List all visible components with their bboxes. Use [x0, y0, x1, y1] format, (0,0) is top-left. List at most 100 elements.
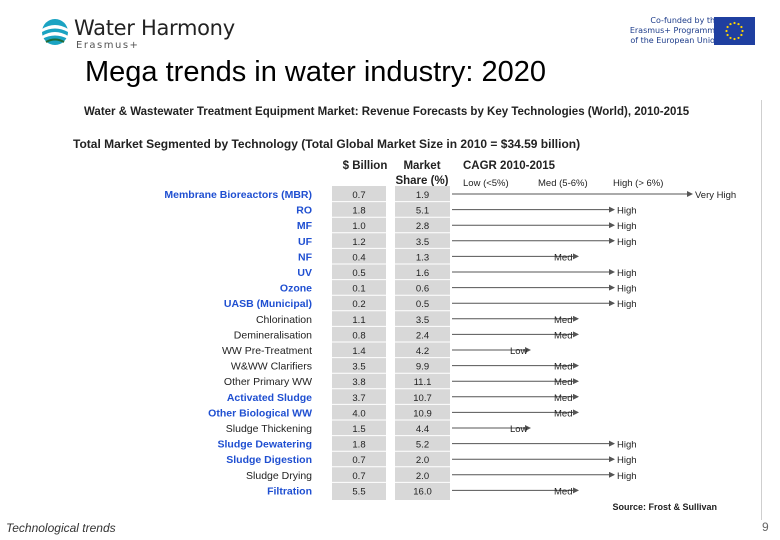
technology-label: RO	[296, 205, 312, 217]
billion-value: 1.8	[352, 206, 365, 217]
cagr-label: High	[617, 221, 637, 232]
cagr-label: Med	[554, 315, 572, 326]
cagr-label: High	[617, 268, 637, 279]
billion-value: 0.2	[352, 299, 365, 310]
eu-star-icon	[726, 25, 729, 29]
technology-label: UASB (Municipal)	[224, 298, 312, 310]
share-value: 1.9	[416, 190, 429, 201]
share-value: 2.8	[416, 221, 429, 232]
cagr-label: Med	[554, 330, 572, 341]
billion-value: 0.5	[352, 268, 365, 279]
technology-label: W&WW Clarifiers	[231, 361, 312, 373]
billion-value: 0.1	[352, 284, 365, 295]
chart-title: Water & Wastewater Treatment Equipment M…	[84, 106, 690, 118]
share-value: 2.4	[416, 330, 429, 341]
share-column-background	[395, 186, 450, 500]
technology-label: UV	[297, 267, 312, 279]
eu-star-icon	[733, 21, 736, 25]
billion-value: 0.7	[352, 455, 365, 466]
billion-value: 3.7	[352, 393, 365, 404]
logo-title: Water Harmony	[74, 16, 235, 40]
billion-value: 5.5	[352, 486, 365, 497]
share-value: 3.5	[416, 315, 429, 326]
cagr-scale-label: Med (5-6%)	[538, 178, 588, 189]
column-header-share-line-2: Share (%)	[395, 175, 448, 187]
cagr-label: Low	[510, 346, 528, 357]
technology-label: NF	[298, 251, 313, 263]
column-header-share-line-1: Market	[403, 160, 440, 172]
eu-star-icon	[737, 36, 740, 40]
billion-value: 1.5	[352, 424, 365, 435]
eu-star-icon	[725, 29, 728, 33]
eu-star-icon	[729, 36, 732, 40]
eu-star-icon	[729, 22, 732, 26]
column-header-cagr: CAGR 2010-2015	[463, 160, 556, 172]
cagr-label: High	[617, 440, 637, 451]
technology-label: MF	[297, 220, 313, 232]
cagr-label: Med	[554, 252, 572, 263]
billion-value: 4.0	[352, 408, 365, 419]
billion-value: 3.8	[352, 377, 365, 388]
eu-star-icon	[741, 29, 744, 33]
share-value: 4.2	[416, 346, 429, 357]
billion-value: 1.1	[352, 315, 365, 326]
column-header-billion: $ Billion	[343, 160, 388, 172]
share-value: 5.2	[416, 440, 429, 451]
cagr-label: Med	[554, 362, 572, 373]
page-number: 9	[762, 520, 769, 534]
share-value: 10.7	[413, 393, 432, 404]
share-value: 1.6	[416, 268, 429, 279]
billion-column-background	[332, 186, 386, 500]
cagr-label: High	[617, 455, 637, 466]
billion-value: 0.4	[352, 252, 365, 263]
technology-label: Sludge Digestion	[226, 454, 312, 466]
chart-subtitle: Total Market Segmented by Technology (To…	[73, 137, 580, 151]
cagr-label: Med	[554, 377, 572, 388]
cagr-label: High	[617, 206, 637, 217]
share-value: 4.4	[416, 424, 429, 435]
share-value: 2.0	[416, 471, 429, 482]
cagr-label: Med	[554, 486, 572, 497]
technology-label: Membrane Bioreactors (MBR)	[164, 189, 312, 201]
eu-star-icon	[740, 33, 743, 37]
slide-divider-line	[761, 100, 762, 520]
billion-value: 3.5	[352, 362, 365, 373]
cofunded-line-3: of the European Union	[630, 36, 720, 45]
share-value: 11.1	[414, 377, 432, 388]
billion-value: 1.8	[352, 440, 365, 451]
technology-label: Sludge Dewatering	[217, 439, 312, 451]
cagr-label: High	[617, 471, 637, 482]
cofunded-line-1: Co-funded by the	[650, 16, 720, 25]
share-value: 0.5	[416, 299, 429, 310]
cagr-scale-label: High (> 6%)	[613, 178, 663, 189]
billion-value: 1.0	[352, 221, 365, 232]
cofunded-text: Co-funded by the Erasmus+ Programme of t…	[612, 16, 720, 46]
billion-value: 0.7	[352, 471, 365, 482]
technology-label: Activated Sludge	[227, 392, 312, 404]
technology-label: Filtration	[267, 485, 312, 497]
slide-title: Mega trends in water industry: 2020	[85, 56, 547, 88]
eu-flag-icon	[714, 17, 755, 45]
share-value: 5.1	[416, 206, 429, 217]
footer-section-label: Technological trends	[6, 521, 116, 535]
eu-star-icon	[737, 22, 740, 26]
technology-label: Chlorination	[256, 314, 312, 326]
technology-label: Other Primary WW	[224, 376, 312, 388]
source-note: Source: Frost & Sullivan	[612, 502, 717, 512]
share-value: 16.0	[413, 486, 432, 497]
cagr-label: High	[617, 237, 637, 248]
logo-subtitle: Erasmus+	[76, 40, 140, 51]
technology-label: Demineralisation	[234, 329, 312, 341]
eu-star-icon	[740, 25, 743, 29]
technology-label: UF	[298, 236, 313, 248]
technology-label: WW Pre-Treatment	[222, 345, 312, 357]
billion-value: 1.4	[352, 346, 365, 357]
cagr-label: Med	[554, 408, 572, 419]
billion-value: 1.2	[352, 237, 365, 248]
billion-value: 0.7	[352, 190, 365, 201]
share-value: 2.0	[416, 455, 429, 466]
technology-label: Sludge Drying	[246, 470, 312, 482]
cagr-scale-label: Low (<5%)	[463, 178, 509, 189]
cagr-label: High	[617, 284, 637, 295]
technology-label: Ozone	[280, 283, 312, 295]
